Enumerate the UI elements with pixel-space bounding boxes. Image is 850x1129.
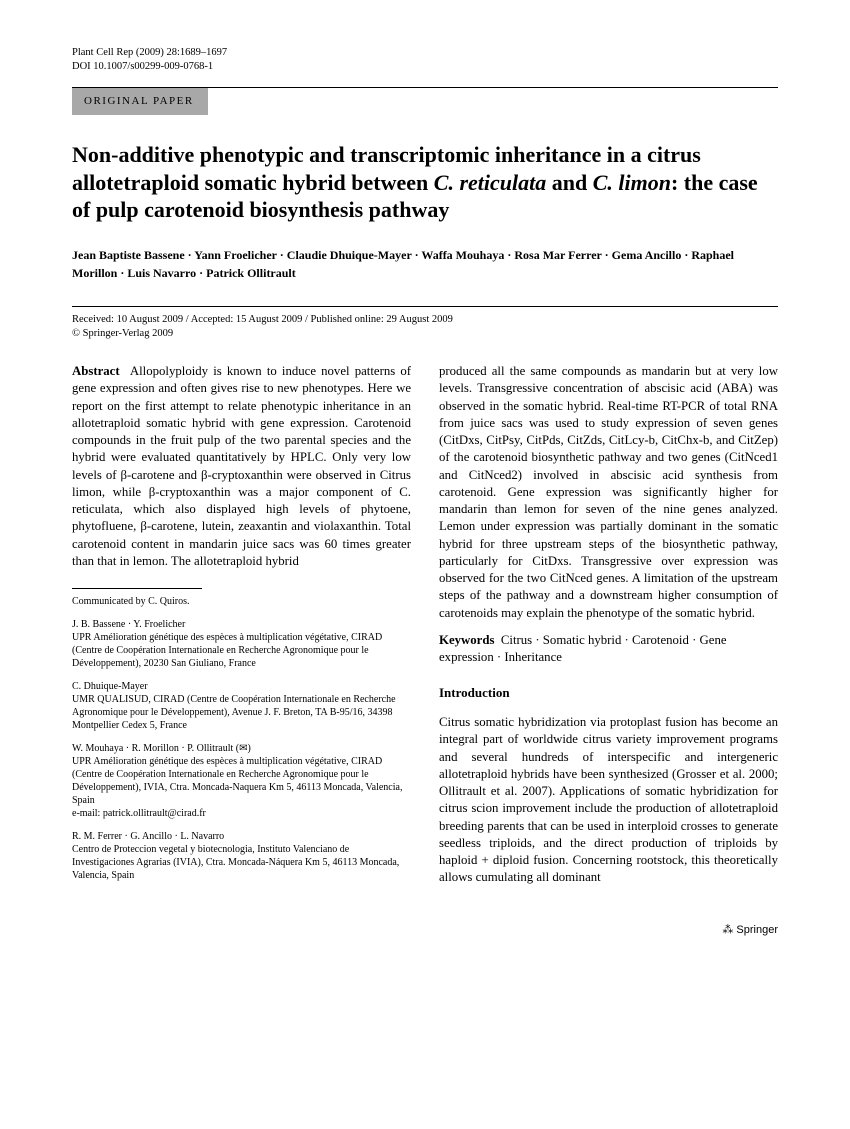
introduction-heading: Introduction <box>439 684 778 702</box>
article-title: Non-additive phenotypic and transcriptom… <box>72 141 778 224</box>
abstract-label: Abstract <box>72 364 120 378</box>
introduction-body: Citrus somatic hybridization via protopl… <box>439 714 778 887</box>
keywords-label: Keywords <box>439 633 494 647</box>
abstract-paragraph-right: produced all the same compounds as manda… <box>439 363 778 622</box>
left-column: Abstract Allopolyploidy is known to indu… <box>72 363 411 897</box>
springer-logo: ⁂ Springer <box>722 924 778 936</box>
affil3-names: W. Mouhaya · R. Morillon · P. Ollitrault… <box>72 742 411 755</box>
affil1-body: UPR Amélioration génétique des espèces à… <box>72 631 411 670</box>
affiliation-2: C. Dhuique-Mayer UMR QUALISUD, CIRAD (Ce… <box>72 680 411 732</box>
affil4-names: R. M. Ferrer · G. Ancillo · L. Navarro <box>72 830 411 843</box>
journal-line: Plant Cell Rep (2009) 28:1689–1697 <box>72 46 778 60</box>
keywords-block: Keywords Citrus · Somatic hybrid · Carot… <box>439 632 778 667</box>
affiliation-1: J. B. Bassene · Y. Froelicher UPR Amélio… <box>72 618 411 670</box>
title-part-2: and <box>546 170 592 195</box>
affiliation-3: W. Mouhaya · R. Morillon · P. Ollitrault… <box>72 742 411 820</box>
abstract-paragraph-left: Abstract Allopolyploidy is known to indu… <box>72 363 411 570</box>
publisher-footer: ⁂ Springer <box>72 923 778 938</box>
body-columns: Abstract Allopolyploidy is known to indu… <box>72 363 778 897</box>
copyright-line: © Springer-Verlag 2009 <box>72 327 778 341</box>
affil-rule-1 <box>72 588 202 589</box>
dates-line: Received: 10 August 2009 / Accepted: 15 … <box>72 313 778 327</box>
abstract-text-left: Allopolyploidy is known to induce novel … <box>72 364 411 568</box>
running-head: Plant Cell Rep (2009) 28:1689–1697 DOI 1… <box>72 46 778 73</box>
affil4-body: Centro de Proteccion vegetal y biotecnol… <box>72 843 411 882</box>
communicated-by: Communicated by C. Quiros. <box>72 595 411 608</box>
article-dates: Received: 10 August 2009 / Accepted: 15 … <box>72 313 778 341</box>
affil3-body: UPR Amélioration génétique des espèces à… <box>72 755 411 807</box>
affil3-email: e-mail: patrick.ollitrault@cirad.fr <box>72 807 411 820</box>
title-species-1: C. reticulata <box>434 170 546 195</box>
affil2-names: C. Dhuique-Mayer <box>72 680 411 693</box>
author-list: Jean Baptiste Bassene · Yann Froelicher … <box>72 246 778 282</box>
affil1-names: J. B. Bassene · Y. Froelicher <box>72 618 411 631</box>
right-column: produced all the same compounds as manda… <box>439 363 778 897</box>
affiliation-4: R. M. Ferrer · G. Ancillo · L. Navarro C… <box>72 830 411 882</box>
affil2-body: UMR QUALISUD, CIRAD (Centre de Coopérati… <box>72 693 411 732</box>
mid-rule <box>72 306 778 307</box>
article-category: ORIGINAL PAPER <box>72 88 208 115</box>
title-species-2: C. limon <box>593 170 671 195</box>
doi-line: DOI 10.1007/s00299-009-0768-1 <box>72 60 778 74</box>
